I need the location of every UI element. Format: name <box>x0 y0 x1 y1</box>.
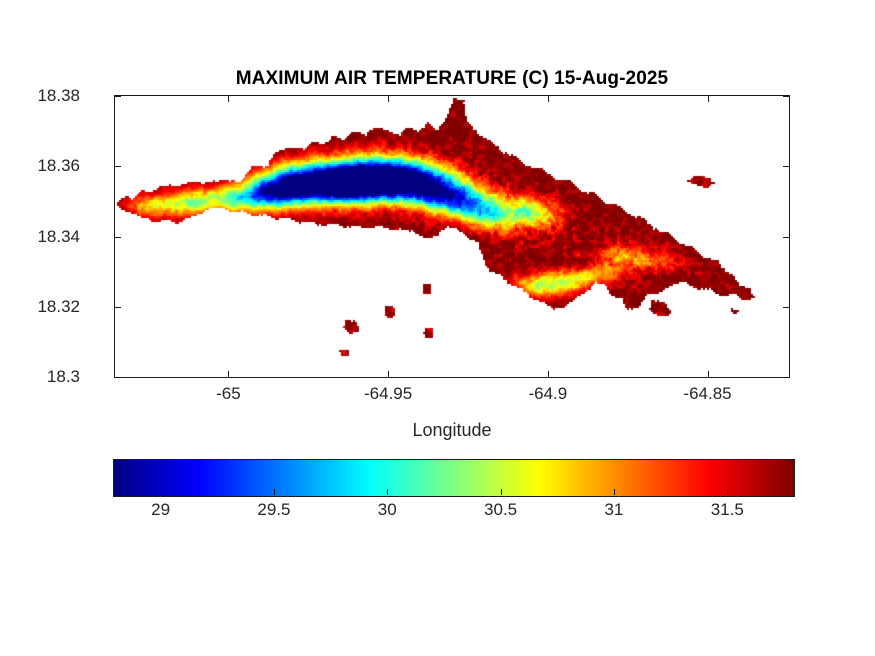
y-tick-mark <box>115 377 121 378</box>
x-tick-label: -64.9 <box>528 384 568 403</box>
colorbar-tick-mark <box>273 489 275 495</box>
y-tick-mark <box>783 306 789 308</box>
colorbar-tick-mark <box>160 489 162 495</box>
x-tick-mark <box>388 371 390 377</box>
x-tick-mark <box>228 371 230 377</box>
colorbar-tick-label: 29.5 <box>257 500 291 519</box>
x-tick-label: -65 <box>216 384 241 403</box>
y-tick-mark <box>115 166 121 168</box>
x-axis-label: Longitude <box>412 420 492 440</box>
colorbar-tick-label: 31.5 <box>710 500 744 519</box>
colorbar-tick-mark <box>727 489 729 495</box>
colorbar-tick-mark <box>613 489 615 495</box>
y-tick-label: 18.36 <box>37 156 80 176</box>
y-tick-mark <box>783 377 789 378</box>
colorbar-tick-mark <box>500 489 502 495</box>
y-tick-mark <box>783 236 789 238</box>
y-tick-label: 18.3 <box>46 367 80 386</box>
y-tick-mark <box>115 306 121 308</box>
colorbar-gradient <box>113 459 795 497</box>
y-tick-mark <box>783 96 789 97</box>
colorbar-tick-mark <box>387 489 389 495</box>
x-tick-label: -64.85 <box>683 384 732 403</box>
map-axes <box>114 95 790 378</box>
page-title: MAXIMUM AIR TEMPERATURE (C) 15-Aug-2025 <box>235 68 669 89</box>
y-tick-label: 18.38 <box>37 86 80 105</box>
temperature-heatmap <box>115 96 789 377</box>
colorbar-tick-label: 30 <box>377 500 397 519</box>
colorbar-tick-label: 31 <box>604 500 624 519</box>
colorbar <box>113 459 795 497</box>
y-tick-label: 18.32 <box>37 296 80 316</box>
x-tick-mark <box>707 96 709 102</box>
x-tick-mark <box>547 96 549 102</box>
y-tick-mark <box>115 96 121 97</box>
y-tick-label: 18.34 <box>37 226 80 246</box>
y-tick-mark <box>783 166 789 168</box>
colorbar-tick-label: 29 <box>151 500 171 519</box>
x-tick-mark <box>228 96 230 102</box>
y-tick-mark <box>115 236 121 238</box>
colorbar-tick-label: 30.5 <box>484 500 518 519</box>
x-tick-mark <box>707 371 709 377</box>
x-tick-mark <box>547 371 549 377</box>
x-tick-label: -64.95 <box>364 384 413 403</box>
x-tick-mark <box>388 96 390 102</box>
